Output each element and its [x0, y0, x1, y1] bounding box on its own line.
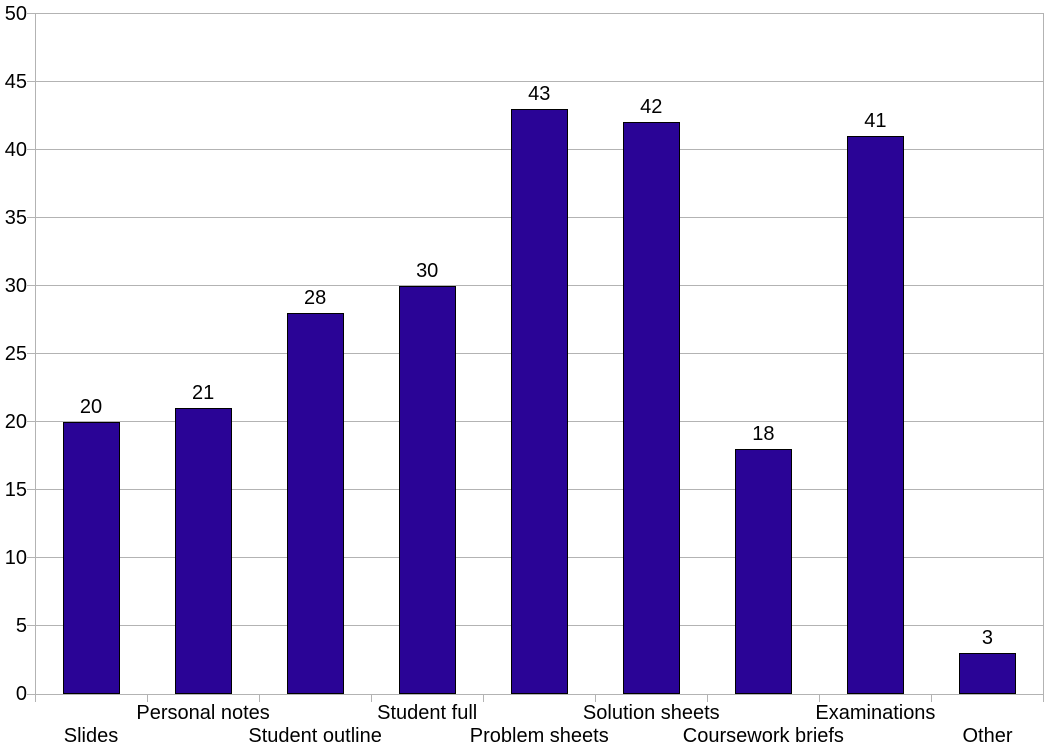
x-axis-category-label: Slides — [63, 725, 119, 747]
x-axis-category-label: Other — [962, 725, 1013, 747]
bar — [846, 135, 904, 694]
x-axis-tick — [146, 694, 148, 702]
bar — [398, 285, 456, 694]
x-axis-category-label: Examinations — [815, 702, 936, 724]
y-axis-tick — [27, 489, 35, 491]
x-axis-tick — [370, 694, 372, 702]
bar-value-label: 43 — [528, 82, 551, 105]
bar — [510, 108, 568, 694]
y-axis-tick-label: 15 — [4, 478, 27, 501]
y-axis-line — [34, 13, 36, 694]
x-axis-line — [35, 693, 1044, 695]
y-axis-tick-label: 10 — [4, 546, 27, 569]
plot-right-border — [1043, 13, 1044, 694]
bar-value-label: 18 — [752, 423, 775, 446]
bar — [174, 408, 232, 694]
y-axis-tick-label: 5 — [15, 614, 27, 637]
y-axis-tick-label: 45 — [4, 70, 27, 93]
bar-value-label: 20 — [79, 395, 103, 418]
y-axis-tick-label: 20 — [4, 410, 27, 433]
x-axis-tick — [930, 694, 932, 702]
gridline — [35, 81, 1044, 83]
y-axis-tick-label: 40 — [4, 138, 27, 161]
y-axis-tick-label: 35 — [4, 206, 27, 229]
bar-value-label: 41 — [864, 109, 887, 132]
x-axis-tick — [258, 694, 260, 702]
x-axis-category-label: Coursework briefs — [682, 725, 844, 747]
x-axis-category-label: Student full — [377, 702, 478, 724]
y-axis-tick-label: 25 — [4, 342, 27, 365]
y-axis-tick — [27, 149, 35, 151]
gridline — [35, 13, 1044, 14]
y-axis-tick — [27, 13, 35, 14]
x-axis-tick — [1043, 694, 1044, 702]
y-axis-tick — [27, 693, 35, 695]
y-axis-tick — [27, 81, 35, 83]
x-axis-category-label: Personal notes — [136, 702, 270, 724]
y-axis-tick-label: 0 — [15, 683, 27, 705]
y-axis-tick — [27, 557, 35, 559]
x-axis-tick — [594, 694, 596, 702]
y-axis-tick — [27, 217, 35, 219]
bar-value-label: 3 — [981, 627, 994, 650]
x-axis-tick — [482, 694, 484, 702]
y-axis-tick — [27, 285, 35, 287]
y-axis-tick — [27, 421, 35, 423]
bar — [62, 421, 120, 694]
x-axis-category-label: Problem sheets — [469, 725, 609, 747]
y-axis-tick — [27, 353, 35, 355]
y-axis-tick-label: 30 — [4, 274, 27, 297]
x-axis-category-label: Solution sheets — [582, 702, 720, 724]
y-axis-tick-label: 50 — [4, 2, 27, 25]
bar-value-label: 21 — [191, 382, 215, 405]
y-axis-tick — [27, 625, 35, 627]
bar-value-label: 30 — [416, 259, 439, 282]
x-axis-tick — [706, 694, 708, 702]
bar-value-label: 28 — [304, 286, 327, 309]
x-axis-tick — [34, 694, 36, 702]
bar-value-label: 42 — [640, 96, 663, 119]
bar — [622, 122, 680, 694]
bar — [958, 653, 1016, 694]
bar — [734, 449, 792, 694]
x-axis-category-label: Student outline — [248, 725, 382, 747]
x-axis-tick — [818, 694, 820, 702]
bar — [286, 312, 344, 694]
